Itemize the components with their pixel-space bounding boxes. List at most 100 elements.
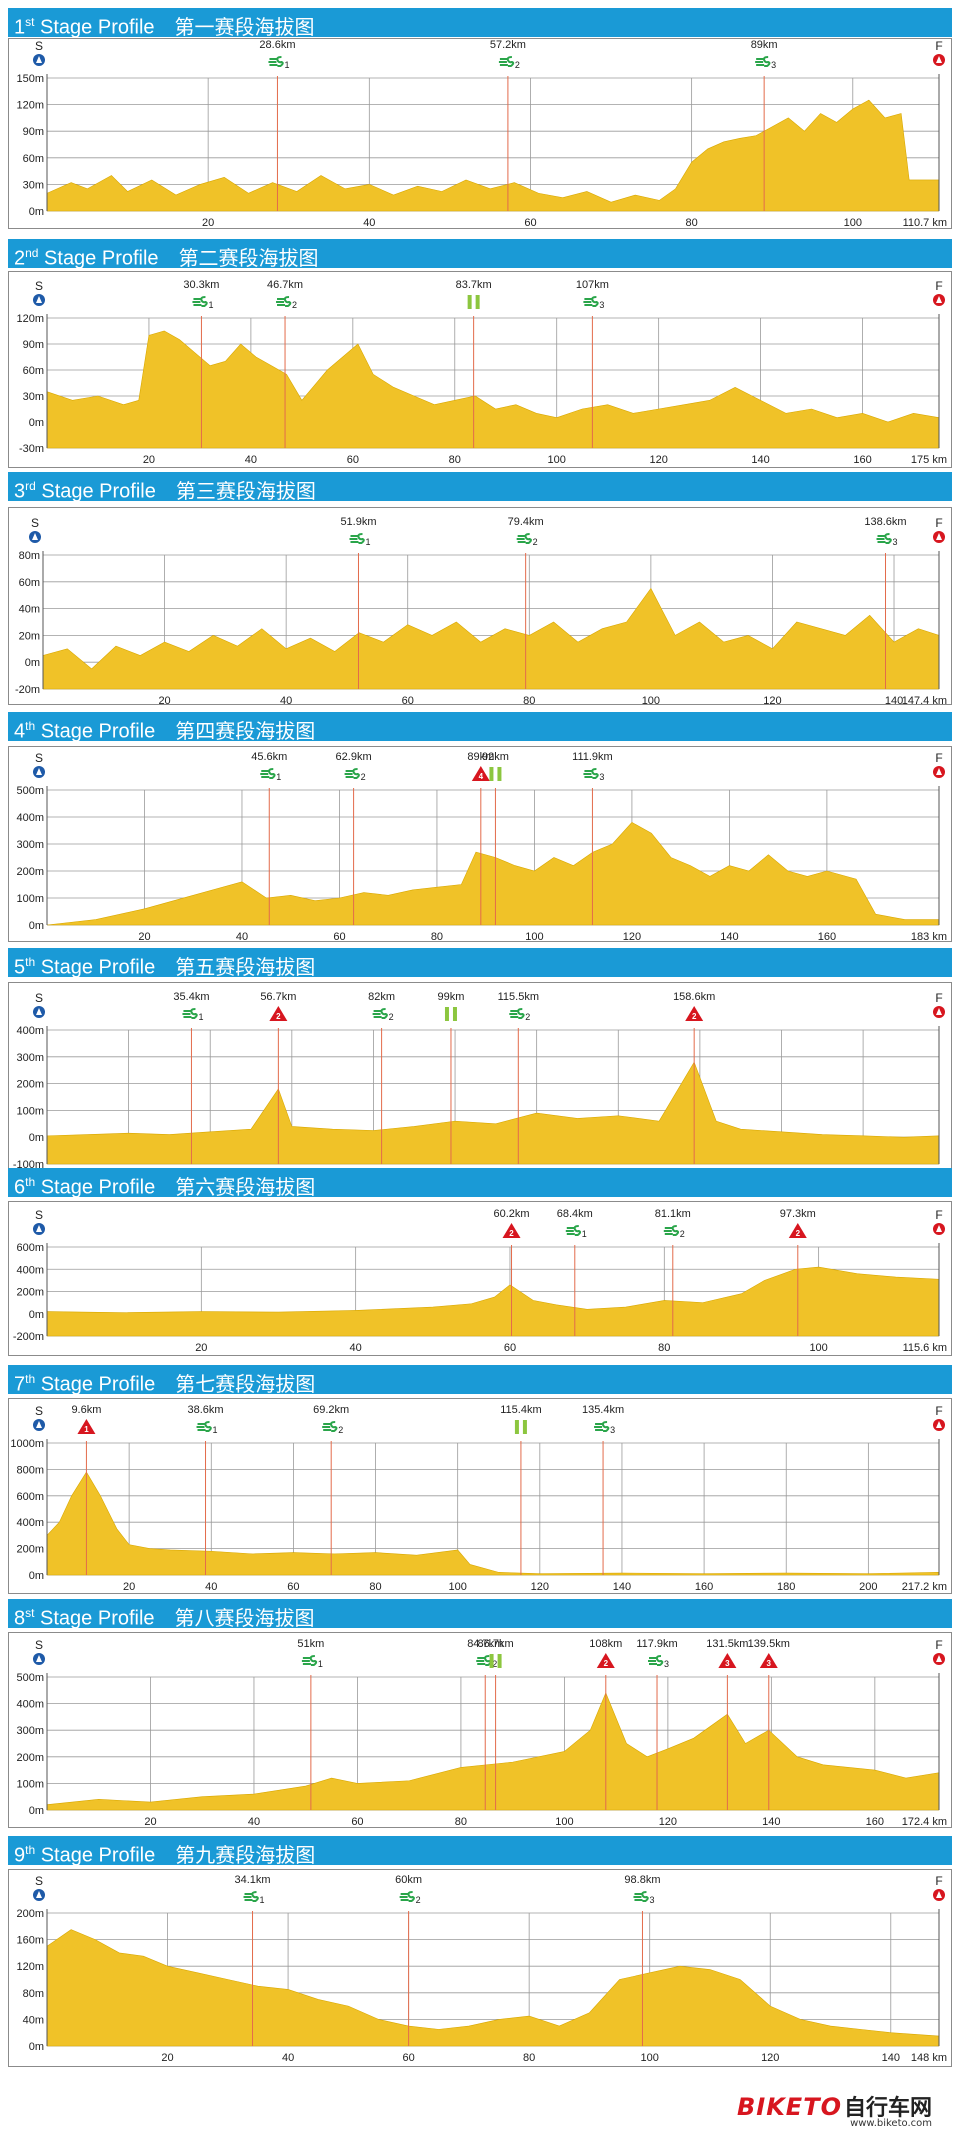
sprint-icon-glyph [380, 1008, 388, 1019]
x-tick-label: 40 [282, 2052, 294, 2064]
stage-chart: 0m 100m 200m 300m 400m 500m 20 40 60 80 100 120 140 1… [8, 746, 952, 942]
y-tick-label: -30m [19, 443, 44, 455]
marker-km-label: 60km [395, 1874, 422, 1886]
start-label: S [35, 1208, 43, 1222]
sprint-number: 2 [515, 60, 520, 70]
y-tick-label: 120m [16, 100, 44, 112]
distance-total-label: 110.7 km [903, 217, 947, 228]
sprint-icon [322, 1423, 332, 1431]
x-tick-label: 60 [504, 1342, 516, 1354]
distance-total-label: 115.6 km [903, 1342, 947, 1354]
finish-icon-glyph [936, 296, 942, 303]
x-tick-label: 60 [402, 695, 414, 704]
x-tick-label: 160 [818, 931, 836, 941]
feed-zone-icon [514, 1420, 519, 1434]
y-tick-label: 0m [29, 1132, 44, 1144]
x-tick-label: 20 [144, 1816, 156, 1827]
sprint-icon [243, 1893, 253, 1901]
finish-label: F [935, 516, 942, 530]
x-tick-label: 60 [287, 1581, 299, 1593]
stage-header: 6th Stage Profile 第六赛段海拔图 [8, 1168, 952, 1199]
stage-title: Stage Profile [35, 1176, 156, 1199]
finish-icon-glyph [936, 1225, 942, 1232]
stage-title-cn: 第五赛段海拔图 [175, 956, 316, 979]
marker-km-label: 115.5km [498, 991, 539, 1003]
marker-km-label: 139.5km [748, 1638, 790, 1650]
sprint-icon [182, 1010, 192, 1018]
elevation-area [46, 1692, 940, 1811]
y-tick-label: 100m [16, 1778, 44, 1790]
feed-zone-icon [475, 295, 480, 309]
sprint-icon [565, 1227, 575, 1235]
x-tick-label: 160 [695, 1581, 713, 1593]
x-tick-label: 160 [853, 454, 871, 466]
stage-title: Stage Profile [34, 16, 155, 39]
marker-km-label: 62.9km [336, 751, 372, 763]
x-tick-label: 80 [431, 931, 443, 941]
x-tick-label: 100 [809, 1342, 827, 1354]
sprint-icon-glyph [309, 1655, 318, 1666]
sprint-icon-glyph [591, 768, 599, 779]
sprint-icon [516, 535, 526, 543]
feed-zone-icon [444, 1007, 449, 1021]
x-tick-label: 20 [138, 931, 150, 941]
x-tick-label: 40 [248, 1816, 260, 1827]
climb-category: 3 [767, 1659, 772, 1668]
elevation-chart-svg: -100m0m100m200m300m400m20406080100120140… [13, 991, 947, 1177]
stage-title-cn: 第九赛段海拔图 [175, 1844, 316, 1867]
sprint-icon-glyph [200, 296, 208, 307]
sprint-number: 1 [213, 1425, 218, 1435]
climb-category: 2 [604, 1659, 609, 1668]
sprint-number: 3 [599, 300, 604, 310]
x-tick-label: 60 [402, 2052, 414, 2064]
start-icon-glyph [36, 1225, 42, 1232]
stage-chart: -200m 0m 200m 400m 600m 20 40 60 80 100 115.6 km S F… [8, 1201, 952, 1356]
x-tick-label: 40 [280, 695, 292, 704]
elevation-area [46, 822, 940, 926]
sprint-icon [498, 58, 508, 66]
marker-km-label: 158.6km [673, 991, 715, 1003]
x-tick-label: 40 [205, 1581, 217, 1593]
x-tick-label: 140 [613, 1581, 631, 1593]
climb-icon [471, 766, 490, 781]
climb-category: 1 [84, 1425, 89, 1434]
y-tick-label: 0m [29, 2041, 44, 2053]
sprint-icon-glyph [357, 533, 365, 544]
elevation-area [46, 1266, 940, 1337]
x-tick-label: 60 [524, 217, 536, 228]
marker-km-label: 57.2km [490, 39, 526, 51]
sprint-number: 2 [525, 1012, 530, 1022]
y-tick-label: 300m [16, 1725, 44, 1737]
x-tick-label: 20 [158, 695, 170, 704]
stage-number: 9 [14, 1844, 26, 1867]
x-tick-label: 100 [555, 1816, 573, 1827]
y-tick-label: 400m [16, 812, 44, 824]
climb-icon [685, 1006, 704, 1021]
y-tick-label: 0m [29, 1570, 44, 1582]
marker-km-label: 34.1km [234, 1874, 270, 1886]
marker-km-label: 60.2km [493, 1208, 529, 1220]
sprint-number: 2 [361, 772, 366, 782]
x-tick-label: 120 [531, 1581, 549, 1593]
start-label: S [35, 1638, 43, 1652]
brand-name-cn: 自行车网 [843, 2096, 932, 2121]
sprint-number: 3 [599, 772, 604, 782]
marker-km-label: 89km [751, 39, 778, 51]
marker-km-label: 82km [368, 991, 395, 1003]
marker-km-label: 38.6km [187, 1404, 223, 1416]
x-tick-label: 20 [195, 1342, 207, 1354]
sprint-icon [260, 770, 270, 778]
sprint-number: 2 [416, 1895, 421, 1905]
brand-url: www.biketo.com [850, 2118, 932, 2129]
finish-icon-glyph [936, 1008, 942, 1015]
stage-number: 3 [14, 480, 26, 503]
sprint-icon [648, 1657, 658, 1665]
x-tick-label: 140 [882, 2052, 900, 2064]
y-tick-label: 20m [19, 630, 40, 642]
marker-km-label: 51.9km [340, 516, 376, 528]
sprint-icon [268, 58, 278, 66]
y-tick-label: 120m [16, 313, 44, 325]
x-tick-label: 200 [859, 1581, 877, 1593]
marker-km-label: 89km [467, 751, 494, 763]
marker-km-label: 92km [482, 751, 509, 763]
